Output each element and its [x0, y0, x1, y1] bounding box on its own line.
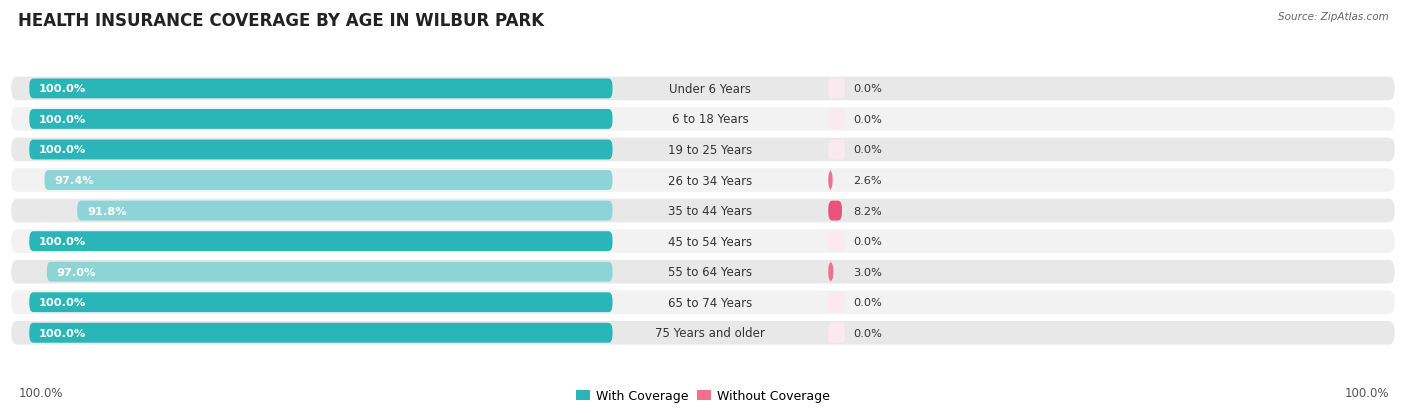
Text: Source: ZipAtlas.com: Source: ZipAtlas.com: [1278, 12, 1389, 22]
FancyBboxPatch shape: [30, 110, 613, 130]
FancyBboxPatch shape: [828, 262, 834, 282]
FancyBboxPatch shape: [30, 232, 613, 252]
Text: 26 to 34 Years: 26 to 34 Years: [668, 174, 752, 187]
Text: 91.8%: 91.8%: [87, 206, 127, 216]
Text: 0.0%: 0.0%: [853, 237, 882, 247]
Text: HEALTH INSURANCE COVERAGE BY AGE IN WILBUR PARK: HEALTH INSURANCE COVERAGE BY AGE IN WILB…: [18, 12, 544, 30]
FancyBboxPatch shape: [828, 140, 845, 160]
Text: 35 to 44 Years: 35 to 44 Years: [668, 204, 752, 218]
Text: 0.0%: 0.0%: [853, 328, 882, 338]
FancyBboxPatch shape: [11, 78, 1395, 101]
Text: 100.0%: 100.0%: [39, 145, 86, 155]
FancyBboxPatch shape: [828, 110, 845, 130]
FancyBboxPatch shape: [11, 230, 1395, 253]
Text: 3.0%: 3.0%: [853, 267, 882, 277]
Text: 100.0%: 100.0%: [18, 386, 63, 399]
FancyBboxPatch shape: [11, 291, 1395, 314]
Text: 0.0%: 0.0%: [853, 115, 882, 125]
FancyBboxPatch shape: [11, 138, 1395, 162]
Text: 100.0%: 100.0%: [39, 328, 86, 338]
FancyBboxPatch shape: [11, 321, 1395, 345]
Text: 0.0%: 0.0%: [853, 145, 882, 155]
FancyBboxPatch shape: [11, 169, 1395, 192]
FancyBboxPatch shape: [828, 292, 845, 312]
FancyBboxPatch shape: [11, 108, 1395, 131]
FancyBboxPatch shape: [45, 171, 613, 190]
FancyBboxPatch shape: [11, 199, 1395, 223]
FancyBboxPatch shape: [30, 292, 613, 312]
FancyBboxPatch shape: [828, 79, 845, 99]
Text: 55 to 64 Years: 55 to 64 Years: [668, 266, 752, 278]
Text: 100.0%: 100.0%: [39, 297, 86, 308]
FancyBboxPatch shape: [30, 323, 613, 343]
Text: 65 to 74 Years: 65 to 74 Years: [668, 296, 752, 309]
FancyBboxPatch shape: [828, 232, 845, 252]
Text: 100.0%: 100.0%: [39, 237, 86, 247]
Text: 100.0%: 100.0%: [39, 84, 86, 94]
Text: 45 to 54 Years: 45 to 54 Years: [668, 235, 752, 248]
FancyBboxPatch shape: [46, 262, 613, 282]
Text: 100.0%: 100.0%: [39, 115, 86, 125]
Text: 75 Years and older: 75 Years and older: [655, 327, 765, 339]
Text: 100.0%: 100.0%: [1344, 386, 1389, 399]
FancyBboxPatch shape: [828, 171, 832, 190]
Legend: With Coverage, Without Coverage: With Coverage, Without Coverage: [571, 385, 835, 408]
Text: 8.2%: 8.2%: [853, 206, 882, 216]
FancyBboxPatch shape: [828, 201, 842, 221]
FancyBboxPatch shape: [30, 79, 613, 99]
Text: 6 to 18 Years: 6 to 18 Years: [672, 113, 748, 126]
Text: 2.6%: 2.6%: [853, 176, 882, 185]
FancyBboxPatch shape: [77, 201, 613, 221]
FancyBboxPatch shape: [11, 260, 1395, 284]
FancyBboxPatch shape: [828, 323, 845, 343]
Text: 19 to 25 Years: 19 to 25 Years: [668, 144, 752, 157]
FancyBboxPatch shape: [30, 140, 613, 160]
Text: 0.0%: 0.0%: [853, 84, 882, 94]
Text: 97.4%: 97.4%: [55, 176, 94, 185]
Text: Under 6 Years: Under 6 Years: [669, 83, 751, 96]
Text: 97.0%: 97.0%: [56, 267, 96, 277]
Text: 0.0%: 0.0%: [853, 297, 882, 308]
